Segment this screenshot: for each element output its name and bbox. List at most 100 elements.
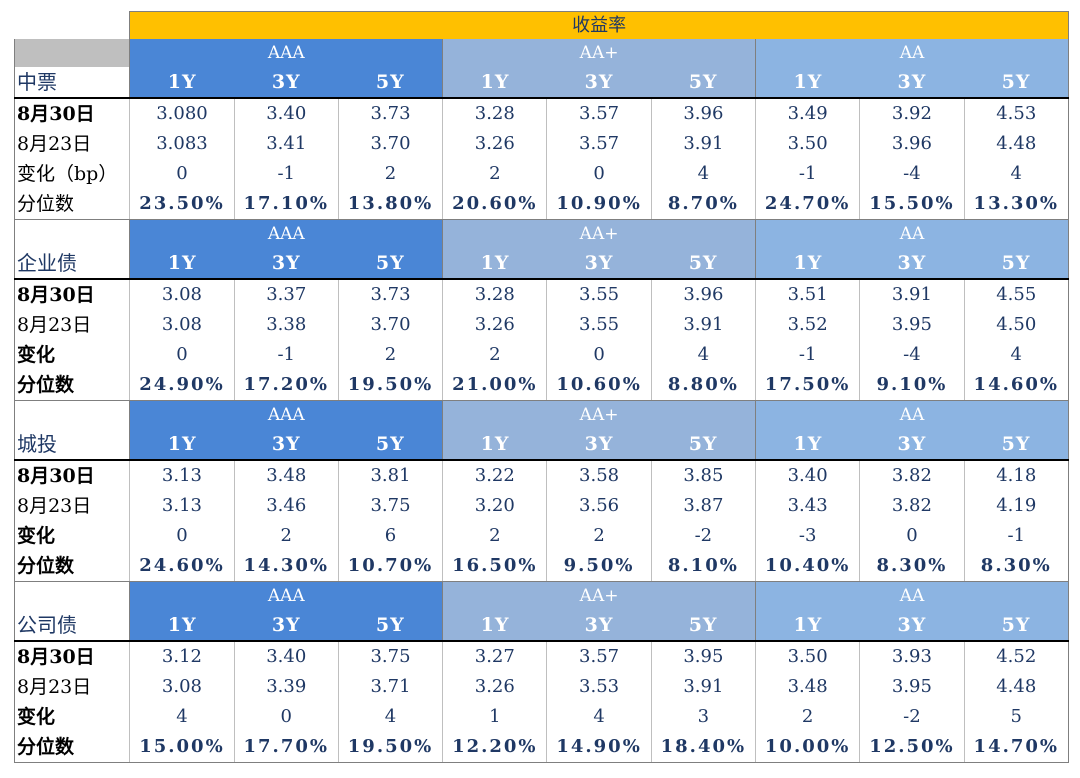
row-label: 8月23日 [13,672,131,702]
value-cell: 0 [129,340,235,370]
value-cell: 2 [755,702,861,732]
value-cell: 4.18 [964,459,1070,491]
value-cell: 4 [651,159,757,189]
yield-table: 收益率 AAA AA+ AA 中票 1Y 3Y 5Y 1Y 3Y 5Y 1Y 3Y 5Y 8月30日 3.0… [13,11,1070,763]
value-cell: 17.50% [755,370,861,401]
term-header: 5Y [338,610,443,641]
table-row: 8月30日 3.080 3.40 3.73 3.28 3.57 3.96 3.49 3.92 4.… [13,97,1070,129]
rating-group-header: AA [755,581,1069,610]
value-cell: 3.51 [755,278,861,310]
rating-group-header: AAA [129,400,443,429]
term-header: 5Y [651,248,756,279]
value-cell: 3.26 [442,672,548,702]
term-header-row: 中票 1Y 3Y 5Y 1Y 3Y 5Y 1Y 3Y 5Y [13,67,1070,98]
value-cell: 4.50 [964,310,1070,340]
value-cell: 3.083 [129,129,235,159]
value-cell: 3.28 [442,97,548,129]
value-cell: 12.50% [859,732,965,763]
value-cell: 21.00% [442,370,548,401]
value-cell: 3.080 [129,97,235,129]
value-cell: 3.73 [338,97,444,129]
value-cell: 2 [234,521,339,551]
section-name: 中票 [13,67,130,98]
value-cell: 3.40 [234,97,339,129]
value-cell: 3.95 [859,310,965,340]
term-header-row: 城投 1Y 3Y 5Y 1Y 3Y 5Y 1Y 3Y 5Y [13,429,1070,460]
term-header: 1Y [754,67,860,98]
value-cell: 4.19 [964,491,1070,521]
value-cell: 3.50 [755,129,861,159]
value-cell: 20.60% [442,189,548,220]
value-cell: 2 [442,340,548,370]
value-cell: 3.40 [234,640,339,672]
row-label: 分位数 [13,189,131,220]
table-row: 分位数 15.00% 17.70% 19.50% 12.20% 14.90% 18.40% 1… [13,732,1070,763]
term-header: 5Y [964,429,1070,460]
value-cell: 4 [964,340,1070,370]
value-cell: 3.82 [859,491,965,521]
term-header: 1Y [129,429,235,460]
row-label: 变化（bp） [13,159,131,189]
value-cell: 3.13 [129,459,235,491]
value-cell: 3.73 [338,278,444,310]
section-name: 企业债 [13,248,130,279]
term-header: 1Y [442,248,547,279]
value-cell: 14.30% [234,551,339,582]
rating-group-header: AA [755,400,1069,429]
value-cell: 3.37 [234,278,339,310]
term-header: 5Y [338,67,443,98]
table-row: 8月23日 3.083 3.41 3.70 3.26 3.57 3.91 3.50 3.96 4.… [13,129,1070,159]
term-header: 5Y [964,67,1070,98]
term-header: 5Y [651,610,756,641]
term-header: 5Y [964,610,1070,641]
term-header: 3Y [859,67,965,98]
row-label: 8月30日 [13,278,131,310]
value-cell: 13.80% [338,189,444,220]
value-cell: 3.96 [859,129,965,159]
value-cell: 2 [442,159,548,189]
value-cell: 3.91 [859,278,965,310]
value-cell: 14.90% [546,732,652,763]
value-cell: -1 [234,159,339,189]
section-header-spacer [13,39,130,67]
value-cell: 3.12 [129,640,235,672]
value-cell: 3.57 [546,129,652,159]
term-header: 1Y [754,248,860,279]
term-header: 3Y [546,67,652,98]
value-cell: 15.00% [129,732,235,763]
value-cell: 12.20% [442,732,548,763]
value-cell: 18.40% [651,732,757,763]
value-cell: 3.49 [755,97,861,129]
value-cell: 3.70 [338,129,444,159]
value-cell: 0 [859,521,965,551]
table-row: 8月30日 3.08 3.37 3.73 3.28 3.55 3.96 3.51 3.91 4.5… [13,278,1070,310]
value-cell: 3.57 [546,97,652,129]
rating-group-header: AAA [129,581,443,610]
value-cell: 3.08 [129,278,235,310]
value-cell: 4 [338,702,444,732]
row-label: 变化 [13,521,131,551]
value-cell: 3.81 [338,459,444,491]
value-cell: 24.90% [129,370,235,401]
value-cell: 2 [338,159,444,189]
value-cell: -2 [651,521,757,551]
value-cell: -3 [755,521,861,551]
term-header-row: 公司债 1Y 3Y 5Y 1Y 3Y 5Y 1Y 3Y 5Y [13,610,1070,641]
value-cell: 4 [546,702,652,732]
value-cell: 1 [442,702,548,732]
value-cell: 3.55 [546,278,652,310]
value-cell: 4.52 [964,640,1070,672]
table-row: 8月30日 3.12 3.40 3.75 3.27 3.57 3.95 3.50 3.93 4.5… [13,640,1070,672]
value-cell: 14.60% [964,370,1070,401]
value-cell: 3.53 [546,672,652,702]
row-label: 8月30日 [13,459,131,491]
value-cell: 0 [129,159,235,189]
term-header: 3Y [546,248,652,279]
value-cell: 10.60% [546,370,652,401]
term-header: 3Y [859,610,965,641]
term-header: 3Y [546,429,652,460]
rating-group-header: AA [755,39,1069,67]
term-header: 1Y [129,67,235,98]
value-cell: 6 [338,521,444,551]
group-header-row: AAA AA+ AA [13,400,1069,429]
